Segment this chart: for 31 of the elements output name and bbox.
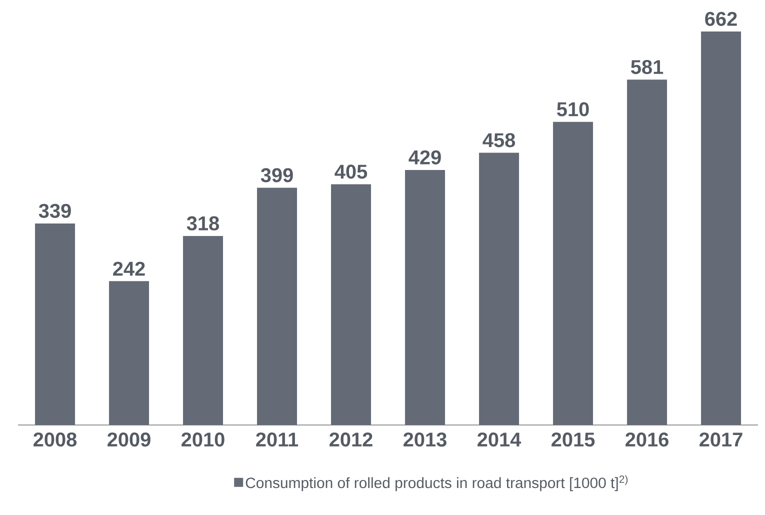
data-label: 581: [631, 60, 664, 74]
x-tick-label: 2012: [330, 432, 372, 447]
x-tick-label: 2010: [182, 432, 224, 447]
data-label: 405: [334, 164, 368, 179]
legend-label: Consumption of rolled products in road transport [1000 t]$^{2)}$: [246, 475, 628, 492]
data-label: 242: [113, 262, 145, 276]
x-tick-label: 2014: [478, 432, 522, 447]
bar: [109, 281, 150, 425]
bar: [405, 170, 446, 425]
bar: [331, 184, 372, 425]
bar: [183, 236, 224, 425]
data-label: 458: [482, 133, 516, 148]
data-label: 662: [705, 12, 737, 26]
x-tick-label: 2017: [700, 432, 742, 447]
x-tick-label: 2009: [108, 432, 150, 447]
bar: [553, 122, 594, 425]
bar: [35, 223, 76, 425]
x-tick-label: 2013: [404, 432, 446, 447]
x-tick-label: 2015: [552, 432, 595, 447]
data-label: 339: [38, 204, 71, 218]
x-tick-label: 2011: [256, 432, 298, 447]
data-label: 510: [557, 102, 589, 116]
bar: [257, 188, 298, 425]
bar: [479, 152, 520, 425]
bar: [627, 80, 668, 425]
data-label: 318: [186, 216, 220, 230]
data-label: 429: [408, 150, 441, 164]
bar: [701, 31, 742, 425]
x-tick-label: 2016: [626, 432, 668, 447]
data-label: 399: [260, 168, 293, 182]
x-tick-label: 2008: [34, 432, 77, 447]
